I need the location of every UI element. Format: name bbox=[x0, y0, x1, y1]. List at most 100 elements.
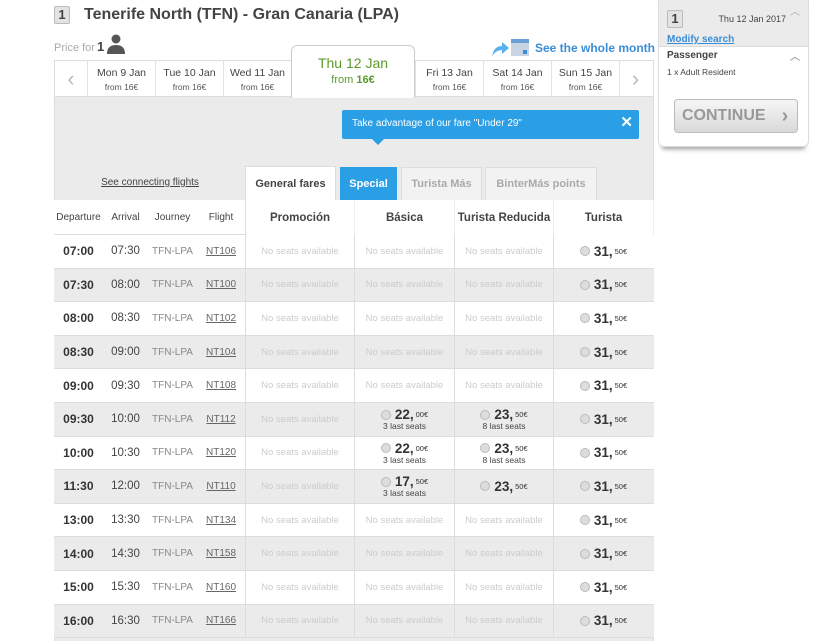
fare-radio[interactable] bbox=[579, 380, 590, 391]
fare-unavailable: No seats available bbox=[454, 369, 553, 402]
fare-option[interactable]: 31, 50€ bbox=[553, 537, 653, 570]
date-option[interactable]: Fri 13 Jan from 16€ bbox=[415, 61, 483, 96]
journey: TFN-LPA bbox=[152, 346, 193, 358]
date-option[interactable]: Sat 14 Jan from 16€ bbox=[483, 61, 551, 96]
seats-left: 3 last seats bbox=[383, 454, 426, 465]
flight-number-link[interactable]: NT160 bbox=[205, 581, 236, 593]
fare-radio[interactable] bbox=[579, 246, 590, 257]
fare-radio[interactable] bbox=[579, 313, 590, 324]
table-row: 11:30 12:00 TFN-LPA NT110 No seats availa… bbox=[54, 470, 654, 504]
tab-special[interactable]: Special bbox=[340, 167, 397, 200]
fare-option[interactable]: 23, 50€ bbox=[454, 470, 553, 503]
fare-radio[interactable] bbox=[579, 582, 590, 593]
date-option[interactable]: Sun 15 Jan from 16€ bbox=[551, 61, 619, 96]
fare-radio[interactable] bbox=[579, 347, 590, 358]
arrival-time: 08:00 bbox=[111, 278, 140, 291]
fare-option[interactable]: 31, 50€ bbox=[553, 436, 653, 470]
see-connecting-flights-link[interactable]: See connecting flights bbox=[101, 177, 199, 188]
booking-summary: ︿ 1 Thu 12 Jan 2017 Modify search Passen… bbox=[658, 0, 809, 147]
date-option[interactable]: Tue 10 Jan from 16€ bbox=[155, 61, 223, 96]
fare-radio[interactable] bbox=[579, 515, 590, 526]
modify-search-link[interactable]: Modify search bbox=[667, 34, 735, 45]
fare-unavailable: No seats available bbox=[454, 302, 553, 335]
fare-option[interactable]: 23, 50€ 8 last seats bbox=[454, 402, 553, 436]
col-promocion: Promoción bbox=[246, 200, 355, 235]
fare-radio[interactable] bbox=[579, 279, 590, 290]
flight-number-link[interactable]: NT110 bbox=[206, 480, 236, 492]
table-row: 16:00 16:30 TFN-LPA NT166 No seats availa… bbox=[54, 604, 654, 639]
route-name: Tenerife North (TFN) - Gran Canaria (LPA… bbox=[84, 6, 399, 23]
fare-radio[interactable] bbox=[579, 447, 590, 458]
tab-general-fares[interactable]: General fares bbox=[245, 166, 336, 201]
see-whole-month-link[interactable]: See the whole month bbox=[490, 38, 655, 58]
fare-radio[interactable] bbox=[579, 615, 590, 626]
tab-bintermas-points[interactable]: BinterMás points bbox=[485, 167, 597, 200]
flight-number-link[interactable]: NT106 bbox=[205, 245, 236, 257]
price-decimal: 00€ bbox=[415, 410, 429, 420]
close-icon[interactable]: ✕ bbox=[620, 114, 633, 131]
fare-radio[interactable] bbox=[480, 443, 491, 454]
fare-option[interactable]: 31, 50€ bbox=[553, 470, 653, 503]
flight-number-link[interactable]: NT104 bbox=[205, 346, 236, 358]
fare-option[interactable]: 17, 50€ 3 last seats bbox=[354, 470, 454, 503]
flight-number-link[interactable]: NT108 bbox=[205, 380, 236, 392]
departure-time: 07:00 bbox=[63, 244, 94, 259]
price-integer: 31, bbox=[593, 546, 613, 562]
fare-radio[interactable] bbox=[579, 548, 590, 559]
date-option[interactable]: Wed 11 Jan from 16€ bbox=[223, 61, 291, 96]
fare-option[interactable]: 31, 50€ bbox=[553, 503, 653, 537]
price-decimal: 50€ bbox=[614, 313, 628, 323]
date-option[interactable]: Thu 12 Jan from 16€ bbox=[291, 45, 415, 98]
fare-option[interactable]: 23, 50€ 8 last seats bbox=[454, 436, 553, 470]
flight-number-link[interactable]: NT166 bbox=[205, 615, 236, 627]
flight-number-link[interactable]: NT134 bbox=[205, 514, 236, 526]
fare-radio[interactable] bbox=[380, 443, 391, 454]
date-label: Fri 13 Jan bbox=[426, 67, 473, 79]
tooltip-text: Take advantage of our fare "Under 29" bbox=[352, 118, 522, 129]
table-row: 10:00 10:30 TFN-LPA NT120 No seats availa… bbox=[54, 436, 654, 471]
arrival-time: 15:30 bbox=[111, 581, 140, 594]
flight-number-link[interactable]: NT100 bbox=[205, 279, 236, 291]
fare-option[interactable]: 31, 50€ bbox=[553, 604, 653, 638]
price-integer: 31, bbox=[593, 310, 613, 326]
fare-radio[interactable] bbox=[380, 476, 391, 487]
fare-radio[interactable] bbox=[480, 481, 491, 492]
tab-turista-mas[interactable]: Turista Más bbox=[401, 167, 482, 200]
prev-dates-arrow-icon[interactable]: ‹ bbox=[67, 65, 75, 91]
flight-number-link[interactable]: NT158 bbox=[205, 548, 236, 560]
price-integer: 31, bbox=[593, 344, 613, 360]
flight-number-link[interactable]: NT120 bbox=[205, 447, 236, 459]
table-row: 07:00 07:30 TFN-LPA NT106 No seats availa… bbox=[54, 235, 654, 269]
price-decimal: 50€ bbox=[614, 481, 628, 491]
fare-option[interactable]: 31, 50€ bbox=[553, 302, 653, 335]
collapse-icon[interactable]: ︿ bbox=[790, 7, 800, 18]
next-dates-arrow-icon[interactable]: › bbox=[619, 61, 651, 96]
fare-unavailable: No seats available bbox=[454, 570, 553, 604]
fare-radio[interactable] bbox=[579, 414, 590, 425]
table-row: 07:30 08:00 TFN-LPA NT100 No seats availa… bbox=[54, 268, 654, 303]
departure-time: 09:00 bbox=[63, 378, 94, 393]
fare-unavailable: No seats available bbox=[454, 537, 553, 570]
fare-option[interactable]: 31, 50€ bbox=[553, 402, 653, 436]
passenger-collapse-icon[interactable]: ︿ bbox=[790, 52, 800, 63]
fare-option[interactable]: 31, 50€ bbox=[553, 268, 653, 302]
price-decimal: 50€ bbox=[515, 443, 528, 453]
fare-radio[interactable] bbox=[480, 409, 491, 420]
fare-option[interactable]: 22, 00€ 3 last seats bbox=[354, 402, 454, 436]
fare-option[interactable]: 31, 50€ bbox=[553, 335, 653, 369]
departure-time: 13:00 bbox=[63, 513, 94, 528]
fare-option[interactable]: 22, 00€ 3 last seats bbox=[354, 436, 454, 470]
flight-number-link[interactable]: NT112 bbox=[206, 413, 236, 425]
fare-radio[interactable] bbox=[380, 409, 391, 420]
fare-option[interactable]: 31, 50€ bbox=[553, 570, 653, 604]
continue-button[interactable]: CONTINUE › bbox=[674, 99, 798, 133]
col-journey: Journey bbox=[154, 211, 191, 223]
step-number: 1 bbox=[54, 6, 70, 24]
fare-option[interactable]: 31, 50€ bbox=[553, 369, 653, 402]
fare-option[interactable]: 31, 50€ bbox=[553, 235, 653, 268]
date-price: from 16€ bbox=[432, 82, 467, 92]
date-option[interactable]: Mon 9 Jan from 16€ bbox=[87, 61, 155, 96]
price-integer: 31, bbox=[593, 243, 613, 259]
fare-radio[interactable] bbox=[579, 481, 590, 492]
flight-number-link[interactable]: NT102 bbox=[205, 312, 236, 324]
